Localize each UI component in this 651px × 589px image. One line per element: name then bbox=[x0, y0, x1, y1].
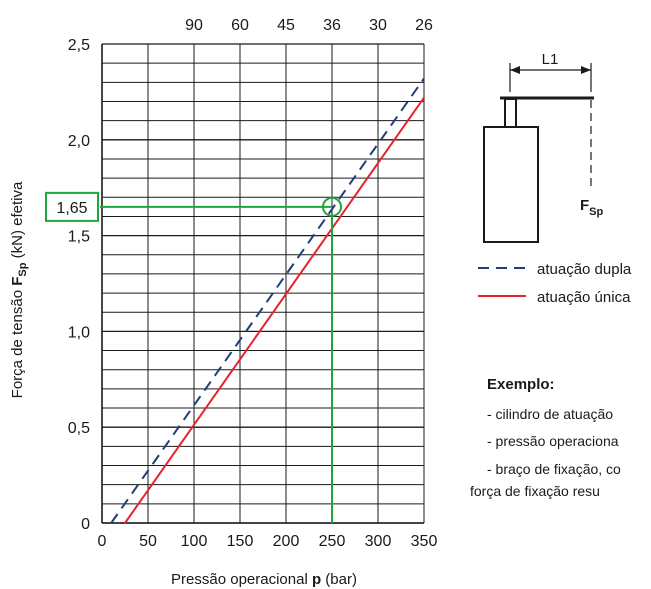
x-tick-label: 100 bbox=[181, 533, 208, 550]
x-tick-label: 250 bbox=[319, 533, 346, 550]
x-tick-label: 150 bbox=[227, 533, 254, 550]
example-line: - braço de fixação, co bbox=[487, 461, 621, 477]
y-tick-label: 0 bbox=[81, 516, 90, 533]
y-axis-title: Força de tensão FSp (kN) efetiva bbox=[9, 181, 29, 398]
y-tick-label: 0,5 bbox=[68, 420, 90, 437]
legend-label-double: atuação dupla bbox=[537, 261, 632, 278]
top-axis-label: 60 bbox=[231, 17, 249, 34]
axis-ticks: 0 50 100 150 200 250 300 350 0 0,5 1,0 1,5 2,0 2,5 90 6… bbox=[68, 17, 438, 550]
force-label: FSp bbox=[580, 197, 604, 218]
annotation-label: 1,65 bbox=[56, 200, 87, 217]
x-tick-label: 350 bbox=[411, 533, 438, 550]
grid bbox=[101, 43, 425, 524]
y-tick-label: 2,5 bbox=[68, 37, 90, 54]
x-axis-title: Pressão operacional p (bar) bbox=[171, 571, 357, 588]
x-tick-label: 50 bbox=[139, 533, 157, 550]
example-line: - cilindro de atuação bbox=[487, 406, 613, 422]
x-tick-label: 300 bbox=[365, 533, 392, 550]
example-line: força de fixação resu bbox=[470, 483, 600, 499]
dimension-arrow-right bbox=[581, 66, 591, 74]
legend-label-single: atuação única bbox=[537, 289, 631, 306]
series-line-single-acting bbox=[124, 97, 425, 524]
clamp-cylinder-diagram: L1 FSp bbox=[483, 51, 604, 243]
series-layer bbox=[110, 77, 425, 524]
annotation: 1,65 bbox=[45, 191, 342, 523]
example-title: Exemplo: bbox=[487, 376, 555, 393]
cylinder-body bbox=[483, 126, 539, 243]
dimension-arrow-left bbox=[510, 66, 520, 74]
dimension-label: L1 bbox=[542, 51, 559, 68]
top-axis-label: 45 bbox=[277, 17, 295, 34]
y-tick-label: 1,0 bbox=[68, 324, 90, 341]
example-block: Exemplo: - cilindro de atuação - pressão… bbox=[470, 376, 621, 499]
x-tick-label: 200 bbox=[273, 533, 300, 550]
top-axis-label: 36 bbox=[323, 17, 341, 34]
annotation-label-box bbox=[45, 191, 99, 222]
y-tick-label: 2,0 bbox=[68, 133, 90, 150]
y-tick-label: 1,5 bbox=[68, 229, 90, 246]
cylinder-piston-rod bbox=[504, 98, 517, 128]
annotation-circle bbox=[322, 196, 342, 217]
legend: atuação dupla atuação única bbox=[478, 261, 632, 306]
top-axis-label: 26 bbox=[415, 17, 433, 34]
top-axis-label: 30 bbox=[369, 17, 387, 34]
series-line-double-acting bbox=[110, 77, 425, 524]
x-tick-label: 0 bbox=[98, 533, 107, 550]
top-axis-label: 90 bbox=[185, 17, 203, 34]
example-line: - pressão operaciona bbox=[487, 433, 619, 449]
